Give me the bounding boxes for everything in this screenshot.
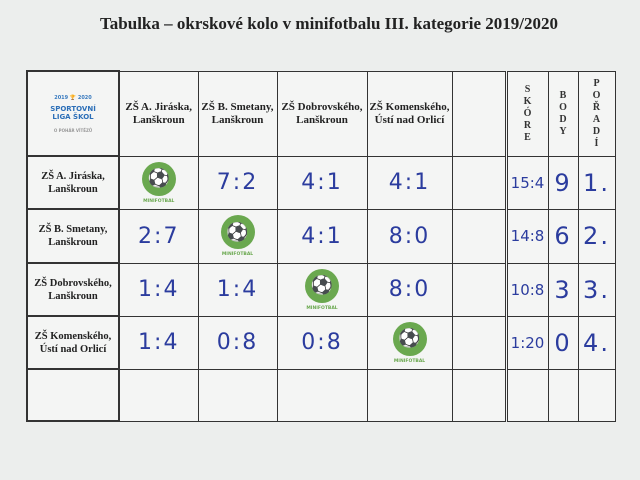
rank: 1. (577, 155, 616, 210)
match-result: 8:0 (366, 208, 453, 264)
score-header: SKÓRE (504, 70, 549, 157)
match-result: 8:0 (366, 262, 453, 317)
logo-cell: 2019 🏆 2020 SPORTOVNÍ LIGA ŠKOL O POHÁR VÍT… (26, 70, 120, 157)
self-match-cell: ⚽ MINIFOTBAL (118, 155, 199, 210)
minifotbal-logo-icon: ⚽ MINIFOTBAL (141, 161, 176, 204)
match-result (451, 208, 507, 264)
page-title: Tabulka – okrskové kolo v minifotbalu II… (100, 14, 558, 33)
row-team-name: ZŠ B. Smetany, Lanškroun (26, 208, 120, 264)
table-row: ZŠ B. Smetany, Lanškroun 2:7 ⚽ MINIFOTBAL 4:… (26, 208, 616, 264)
match-result: 7:2 (197, 155, 278, 210)
match-result (451, 155, 507, 210)
points (547, 368, 579, 422)
match-result (451, 262, 507, 317)
table-row: ZŠ A. Jiráska, Lanškroun ⚽ MINIFOTBAL 7:2 4:… (26, 155, 616, 210)
match-result: 4:1 (276, 155, 368, 210)
row-team-name: ZŠ Komenského, Ústí nad Orlicí (26, 315, 120, 370)
row-team-name (26, 368, 120, 422)
match-result: 2:7 (118, 208, 199, 264)
row-team-name: ZŠ A. Jiráska, Lanškroun (26, 155, 120, 210)
total-score: 1:20 (504, 315, 549, 370)
column-header (451, 70, 507, 157)
minifotbal-logo-icon: ⚽ MINIFOTBAL (392, 321, 427, 364)
row-team-name: ZŠ Dobrovského, Lanškroun (26, 262, 120, 317)
total-score: 15:4 (504, 155, 549, 210)
rank: 4. (577, 315, 616, 370)
total-score (504, 368, 549, 422)
match-result (451, 315, 507, 370)
rank: 2. (577, 208, 616, 264)
match-result: 0:8 (197, 315, 278, 370)
minifotbal-logo-icon: ⚽ MINIFOTBAL (220, 215, 255, 257)
column-header: ZŠ B. Smetany, Lanškroun (197, 70, 278, 157)
match-result: 4:1 (276, 208, 368, 264)
points: 9 (547, 155, 579, 210)
points: 3 (547, 262, 579, 317)
results-table: 2019 🏆 2020 SPORTOVNÍ LIGA ŠKOL O POHÁR VÍT… (26, 70, 616, 422)
header-row: 2019 🏆 2020 SPORTOVNÍ LIGA ŠKOL O POHÁR VÍT… (26, 70, 616, 157)
column-header: ZŠ A. Jiráska, Lanškroun (118, 70, 199, 157)
points-header: BODY (547, 70, 579, 157)
self-match-cell: ⚽ MINIFOTBAL (197, 208, 278, 264)
points: 0 (547, 315, 579, 370)
match-result (197, 368, 278, 422)
minifotbal-logo-icon: ⚽ MINIFOTBAL (305, 268, 339, 311)
self-match-cell: ⚽ MINIFOTBAL (276, 262, 368, 317)
total-score: 14:8 (504, 208, 549, 264)
match-result: 1:4 (118, 262, 199, 317)
match-result (118, 368, 199, 422)
column-header: ZŠ Dobrovského, Lanškroun (276, 70, 368, 157)
rank: 3. (577, 262, 616, 317)
self-match-cell: ⚽ MINIFOTBAL (366, 315, 453, 370)
rank-header: POŘADÍ (577, 70, 616, 157)
match-result (276, 368, 368, 422)
table-row (26, 368, 616, 422)
match-result (366, 368, 453, 422)
match-result: 4:1 (366, 155, 453, 210)
match-result: 1:4 (197, 262, 278, 317)
column-header: ZŠ Komenského, Ústí nad Orlicí (366, 70, 453, 157)
total-score: 10:8 (504, 262, 549, 317)
table-row: ZŠ Dobrovského, Lanškroun 1:4 1:4 ⚽ MINIFOTB… (26, 262, 616, 317)
match-result: 1:4 (118, 315, 199, 370)
match-result: 0:8 (276, 315, 368, 370)
table-row: ZŠ Komenského, Ústí nad Orlicí 1:4 0:8 0:8 ⚽… (26, 315, 616, 370)
match-result (451, 368, 507, 422)
sportovni-liga-skol-logo: 2019 🏆 2020 SPORTOVNÍ LIGA ŠKOL O POHÁR VÍT… (50, 95, 96, 133)
rank (577, 368, 616, 422)
points: 6 (547, 208, 579, 264)
